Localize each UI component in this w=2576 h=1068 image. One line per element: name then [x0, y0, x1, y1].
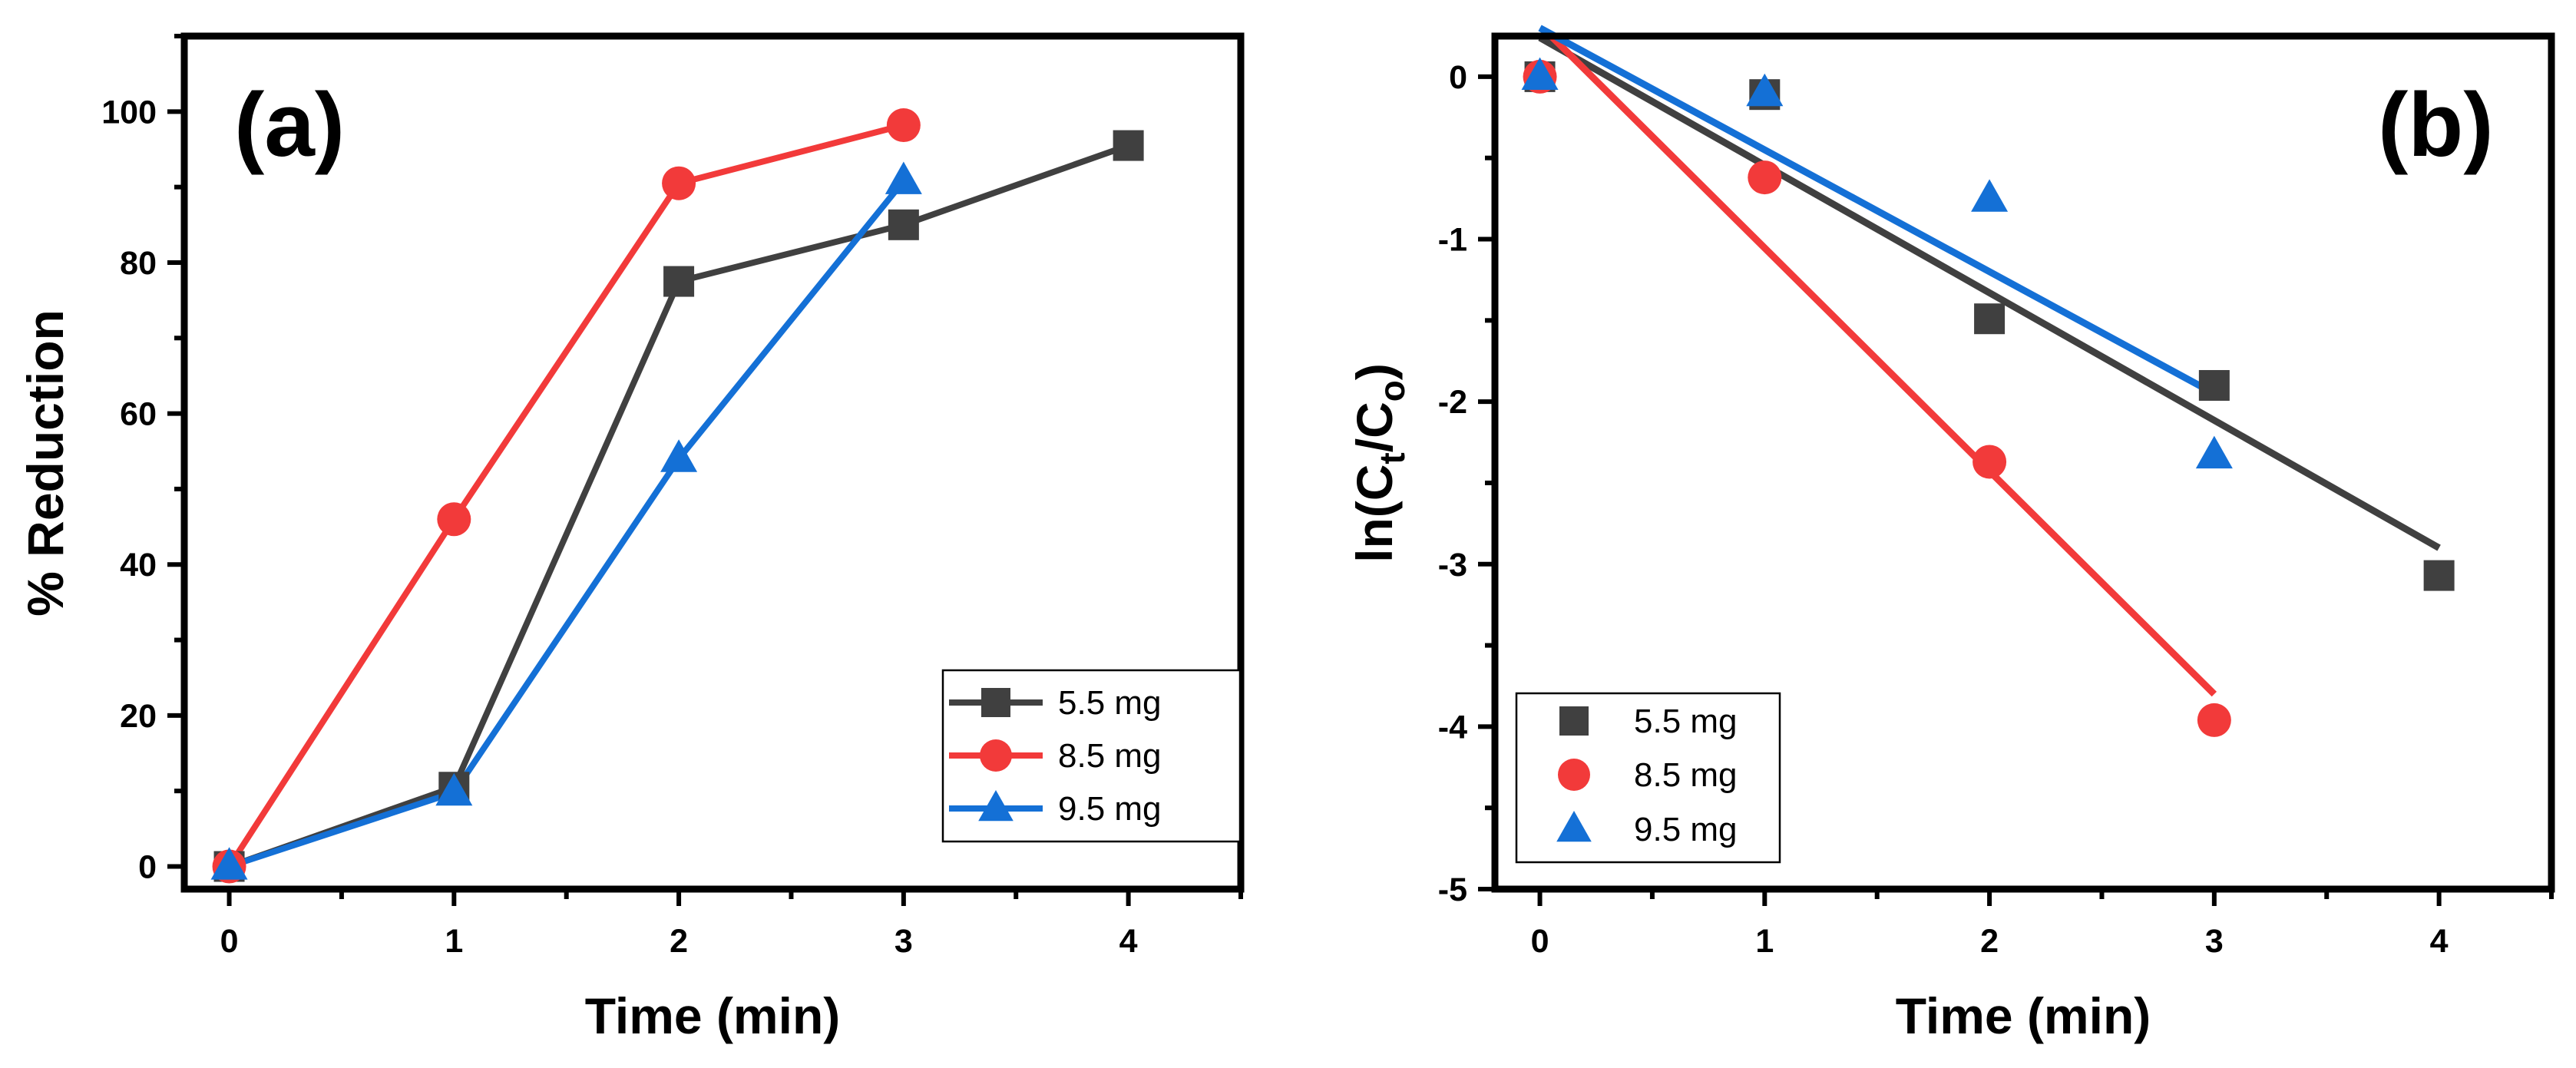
y-tick-label: 100 [101, 94, 157, 131]
panel-b-label: (b) [2378, 74, 2494, 176]
data-point-8_5-mg [662, 166, 696, 200]
legend-label-8_5-mg: 8.5 mg [1058, 737, 1162, 775]
y-tick-label: -1 [1438, 222, 1467, 259]
data-point-5_5-mg [888, 209, 919, 240]
legend-label-5_5-mg: 5.5 mg [1058, 684, 1162, 722]
series-line-8_5-mg [227, 122, 904, 868]
x-tick-label: 0 [1531, 923, 1549, 960]
y-tick-label: 0 [138, 849, 157, 886]
x-tick-label: 3 [894, 923, 913, 960]
panel-b-y-title-mid: /C [1346, 402, 1403, 452]
panel-b-plot-frame [1491, 32, 2555, 893]
panel-b-y-title-main: ln(C [1346, 465, 1403, 563]
data-point-9_5-mg [435, 772, 473, 806]
data-point-5_5-mg [2423, 560, 2455, 591]
x-tick-label: 2 [670, 923, 688, 960]
data-point-8_5-mg [1973, 445, 2007, 479]
panel-b-y-title-end: ) [1346, 363, 1403, 380]
y-tick-label: 40 [120, 547, 157, 584]
panel-a-legend: 5.5 mg 8.5 mg 9.5 mg [941, 669, 1242, 843]
panel-b-y-title-sub-t: t [1372, 452, 1412, 464]
panel-a-label: (a) [234, 74, 345, 176]
x-tick-label: 1 [445, 923, 463, 960]
data-point-8_5-mg [437, 502, 471, 537]
panel-b-x-ticks: 0 1 2 3 4 [1531, 889, 2554, 960]
data-point-8_5-mg [2197, 703, 2231, 737]
legend-label-9_5-mg: 9.5 mg [1634, 811, 1738, 848]
x-tick-label: 4 [2430, 923, 2449, 960]
panel-b-fit-lines [1538, 25, 2441, 697]
panel-a-plot-frame [180, 32, 1245, 893]
legend-marker-5_5-mg [1559, 706, 1589, 736]
panel-b-legend: 5.5 mg 8.5 mg 9.5 mg [1515, 692, 1781, 864]
legend-label-8_5-mg: 8.5 mg [1634, 756, 1738, 794]
legend-label-9_5-mg: 9.5 mg [1058, 790, 1162, 828]
panel-b: 0 1 2 3 4 0 -1 -2 -3 -4 -5 (b) Time (min) ln(Ct/C… [1346, 25, 2555, 1044]
x-tick-label: 3 [2205, 923, 2224, 960]
y-tick-label: 20 [120, 698, 157, 735]
legend-label-5_5-mg: 5.5 mg [1634, 703, 1738, 740]
legend-marker-8_5-mg [1558, 759, 1590, 791]
y-tick-label: -3 [1438, 547, 1467, 584]
panel-a-x-axis-title: Time (min) [585, 987, 840, 1044]
y-tick-label: 60 [120, 396, 157, 433]
panel-a-y-axis-title: % Reduction [17, 309, 74, 617]
data-point-9_5-mg [2195, 435, 2233, 469]
data-point-9_5-mg [885, 161, 922, 194]
x-tick-label: 0 [220, 923, 239, 960]
legend-marker-5_5-mg [981, 688, 1010, 717]
panel-a-y-ticks: 0 20 40 60 80 100 [101, 34, 184, 886]
x-tick-label: 4 [1119, 923, 1138, 960]
y-tick-label: 0 [1449, 59, 1467, 96]
panel-b-x-axis-title: Time (min) [1896, 987, 2151, 1044]
panel-b-y-axis-title: ln(Ct/Co) [1346, 363, 1412, 563]
fit-line-5_5-mg [1538, 35, 2441, 551]
x-tick-label: 1 [1755, 923, 1774, 960]
y-tick-label: -4 [1438, 709, 1467, 746]
data-point-9_5-mg [1971, 179, 2009, 212]
panel-a-markers [210, 108, 1144, 884]
data-point-5_5-mg [2198, 369, 2230, 401]
data-point-9_5-mg [210, 847, 248, 880]
legend-marker-8_5-mg [980, 739, 1012, 772]
legend-marker-9_5-mg [1556, 810, 1592, 842]
fit-line-8_5-mg [1549, 33, 2217, 697]
data-point-5_5-mg [1113, 130, 1144, 161]
panel-b-y-title-sub-o: o [1372, 380, 1412, 402]
data-point-5_5-mg [1974, 303, 2006, 335]
y-tick-label: -2 [1438, 384, 1467, 421]
x-tick-label: 2 [1980, 923, 1999, 960]
panel-b-markers [1521, 57, 2455, 737]
panel-b-y-ticks: 0 -1 -2 -3 -4 -5 [1438, 59, 1495, 908]
data-point-8_5-mg [1748, 160, 1782, 195]
y-tick-label: -5 [1438, 871, 1467, 908]
panel-a-x-ticks: 0 1 2 3 4 [220, 889, 1243, 960]
y-tick-label: 80 [120, 245, 157, 282]
data-point-5_5-mg [663, 266, 695, 297]
panel-a: 0 1 2 3 4 0 20 40 60 80 100 (a) Time (min) % Redu… [17, 32, 1245, 1044]
panel-b-legend-entries: 5.5 mg 8.5 mg 9.5 mg [1556, 703, 1738, 848]
data-point-9_5-mg [660, 439, 698, 472]
data-point-9_5-mg [1521, 57, 1559, 91]
panel-a-legend-entries: 5.5 mg 8.5 mg 9.5 mg [949, 684, 1162, 828]
fit-line-9_5-mg [1538, 25, 2216, 397]
data-point-9_5-mg [1746, 73, 1784, 107]
data-point-8_5-mg [886, 108, 921, 143]
series-line-9_5-mg [228, 179, 906, 870]
legend-marker-9_5-mg [978, 789, 1014, 822]
